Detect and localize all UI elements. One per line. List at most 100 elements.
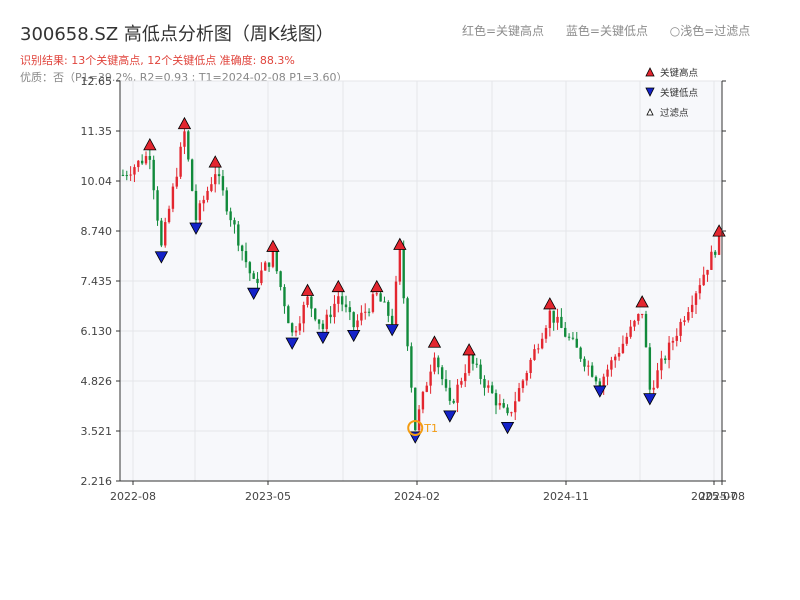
candle [710,245,713,271]
candle-body [383,301,386,303]
candle [471,353,475,371]
key-low-marker [154,251,169,264]
candle [429,364,432,394]
candle [540,332,544,350]
candle [283,284,286,314]
chart-title: 300658.SZ 高低点分析图（周K线图） [20,24,334,45]
candle [614,354,617,368]
candle [144,151,148,166]
x-tick-label: 2025-07 [691,490,737,503]
candle [552,310,555,331]
candle-body [490,385,494,394]
candle-body [287,306,290,324]
candle [464,364,467,388]
candle [483,375,486,396]
candle-body [260,270,263,284]
candle [140,154,144,165]
candle [256,272,259,290]
candle-body [190,159,194,191]
candle-body [548,310,552,329]
candle [125,170,128,181]
candle [556,308,559,330]
candle-body [502,403,505,408]
candle-body [321,323,325,330]
candle-body [379,293,382,302]
candle [433,352,436,375]
candle-body [506,407,509,414]
candle-body [556,316,559,323]
candle-body [514,401,517,413]
candle [379,290,382,302]
key-low-marker [189,222,203,235]
candle-body [237,224,240,246]
candle-body [398,249,402,282]
candle [460,377,463,388]
candle-body [452,400,455,403]
candle [329,306,332,324]
candle [264,260,267,271]
candle [298,316,302,335]
candle-body [521,380,525,389]
candle-body [460,381,463,385]
candle [248,260,252,281]
candle-body [456,384,459,403]
candle [202,195,205,212]
candle [587,360,590,376]
candle-body [352,312,355,328]
candle [214,166,217,193]
candle [594,375,598,385]
y-tick-label: 6.130 [81,325,113,338]
candle-body [544,328,548,339]
candle-body [579,347,582,359]
candle [333,295,336,324]
candle [129,166,132,181]
candle-body [656,370,659,388]
candle-body [279,271,282,288]
candle [206,186,209,203]
candle-body [244,251,248,263]
legend-label: 关键低点 [660,87,699,99]
candle-body [437,357,440,368]
candle-body [183,131,186,147]
candle-body [537,348,540,350]
candle-body [402,249,405,299]
y-tick-label: 12.65 [81,75,113,88]
candle-body [167,208,171,223]
candle-body [337,296,340,304]
candle [183,127,186,155]
candle-body [329,314,332,318]
candle-body [175,176,178,187]
candle [683,316,686,326]
candle-body [264,262,267,271]
candle-body [414,387,417,431]
candle [714,250,717,258]
candle [575,331,578,348]
candle-body [298,323,302,331]
candle-body [271,250,275,267]
candle [398,247,402,285]
candle [529,357,532,379]
candle [317,319,321,330]
candle-body [440,367,444,380]
t1-label: T1 [423,422,438,435]
candle [156,186,159,226]
candle-body [394,281,398,325]
candle-body [129,174,132,176]
candle [687,307,690,323]
key-low-marker [593,385,607,398]
candle-body [714,251,717,255]
y-tick-label: 8.740 [81,225,113,238]
candle-body [479,364,482,379]
candle-body [464,373,467,382]
candle [133,164,136,183]
candle [621,335,625,355]
y-tick-label: 11.35 [81,125,113,138]
candle-body [602,376,605,388]
candle [210,177,213,193]
candle [275,250,278,274]
candle-body [221,176,225,191]
candle [167,205,171,224]
candle-body [683,320,686,322]
candle-body [571,337,575,339]
candle-body [171,186,175,209]
